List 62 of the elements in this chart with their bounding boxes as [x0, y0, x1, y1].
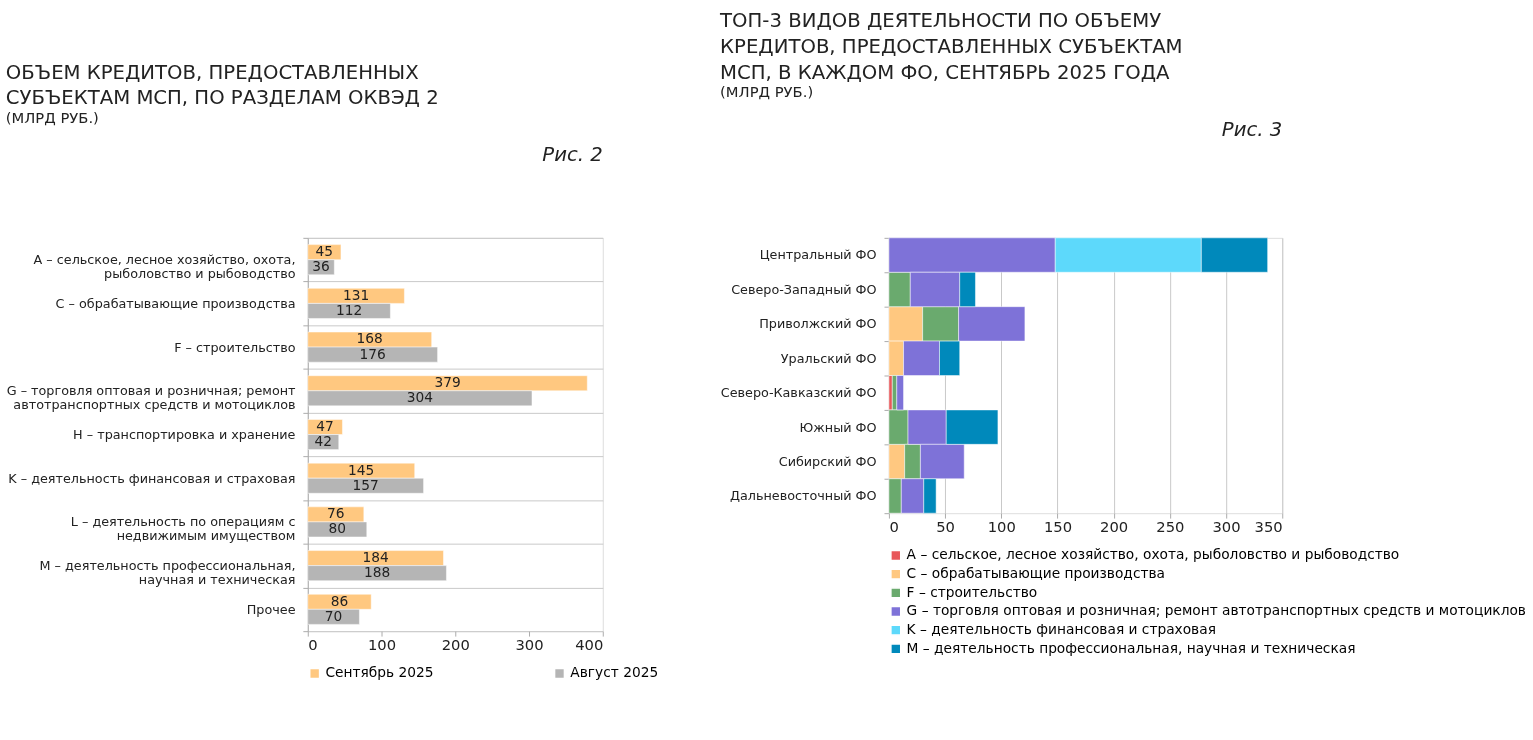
- x-tick-label: 200: [1100, 518, 1129, 536]
- y-tick-label: G – торговля оптовая и розничная; ремонт автотранспортных средств и мотоциклов: [6, 383, 297, 412]
- y-tick-label: Приволжский ФО: [759, 316, 877, 332]
- text: Рис. 3: [1221, 117, 1283, 141]
- x-tick-label: 200: [441, 636, 470, 654]
- x-tick-label: 250: [1156, 518, 1185, 536]
- x-tick-label: 300: [1212, 518, 1241, 536]
- data-label: 157: [352, 476, 379, 493]
- y-tick-label: Прочее: [246, 601, 296, 617]
- legend-label: K – деятельность финансовая и страховая: [906, 621, 1216, 638]
- legend-label: Август 2025: [570, 664, 659, 681]
- data-label: 86: [330, 592, 349, 609]
- y-tick-label: C – обрабатывающие производства: [55, 295, 296, 311]
- y-tick-label: Южный ФО: [799, 419, 877, 435]
- y-tick-label: Дальневосточный ФО: [729, 488, 877, 504]
- data-label: 112: [335, 301, 363, 318]
- y-tick-label: K – деятельность финансовая и страховая: [8, 470, 296, 486]
- y-tick-label: Уральский ФО: [780, 350, 877, 366]
- y-tick-label: Северо-Кавказский ФО: [720, 385, 877, 401]
- x-tick-label: 100: [987, 518, 1016, 536]
- legend-label: A – сельское, лесное хозяйство, охота, рыболовство и рыбоводство: [906, 546, 1400, 563]
- x-tick-label: 300: [515, 636, 544, 654]
- data-label: 70: [324, 607, 343, 624]
- y-tick-label: F – строительство: [174, 339, 296, 355]
- data-label: 36: [312, 258, 330, 275]
- legend-label: M – деятельность профессиональная, научная и техническая: [906, 639, 1356, 656]
- y-tick-label: Сибирский ФО: [778, 453, 877, 469]
- legend-label: Сентябрь 2025: [325, 664, 434, 681]
- x-tick-label: 150: [1043, 518, 1073, 536]
- data-label: 304: [406, 389, 433, 406]
- text: (МЛРД РУБ.): [5, 108, 99, 126]
- legend-label: G – торговля оптовая и розничная; ремонт автотранспортных средств и мотоциклов: [906, 602, 1526, 619]
- y-tick-label: H – транспортировка и хранение: [73, 426, 296, 442]
- legend-label: C – обрабатывающие производства: [906, 565, 1165, 582]
- data-label: 176: [359, 345, 386, 362]
- data-label: 45: [315, 243, 334, 260]
- data-label: 80: [328, 520, 347, 537]
- y-tick-label: A – сельское, лесное хозяйство, охота, рыболовство и рыбоводство: [33, 252, 296, 281]
- data-label: 168: [356, 330, 383, 347]
- x-tick-label: 100: [367, 636, 397, 654]
- x-tick-label: 50: [936, 518, 955, 536]
- chart-title: ТОП-3 ВИДОВ ДЕЯТЕЛЬНОСТИ ПО ОБЪЕМУ КРЕДИТОВ, ПРЕДОСТАВЛЕННЫХ СУБЪЕКТАМ МСП, В КАЖДОМ ФО, СЕНТЯБРЬ 2025 ГОДА: [719, 9, 1183, 84]
- x-tick-label: 0: [889, 518, 899, 536]
- x-tick-label: 0: [308, 636, 318, 654]
- x-tick-label: 350: [1254, 518, 1283, 536]
- data-label: 184: [362, 549, 389, 566]
- legend-label: F – строительство: [906, 583, 1038, 600]
- y-tick-label: Северо-Западный ФО: [731, 281, 877, 297]
- chart-title: ОБЪЕМ КРЕДИТОВ, ПРЕДОСТАВЛЕННЫХ СУБЪЕКТАМ МСП, ПО РАЗДЕЛАМ ОКВЭД 2: [5, 60, 439, 110]
- x-tick-label: 400: [575, 636, 604, 654]
- data-label: 42: [314, 432, 333, 449]
- data-label: 47: [316, 417, 334, 434]
- y-tick-label: Центральный ФО: [759, 247, 877, 263]
- data-label: 188: [363, 564, 391, 581]
- data-label: 145: [348, 461, 375, 478]
- y-tick-label: L – деятельность по операциям с недвижимым имуществом: [70, 514, 296, 544]
- text: (МЛРД РУБ.): [720, 83, 814, 101]
- text: Рис. 2: [542, 143, 603, 167]
- data-label: 379: [434, 374, 461, 391]
- y-tick-label: M – деятельность профессиональная, научная и техническая: [39, 558, 296, 587]
- data-label: 76: [327, 505, 345, 522]
- data-label: 131: [342, 286, 370, 303]
